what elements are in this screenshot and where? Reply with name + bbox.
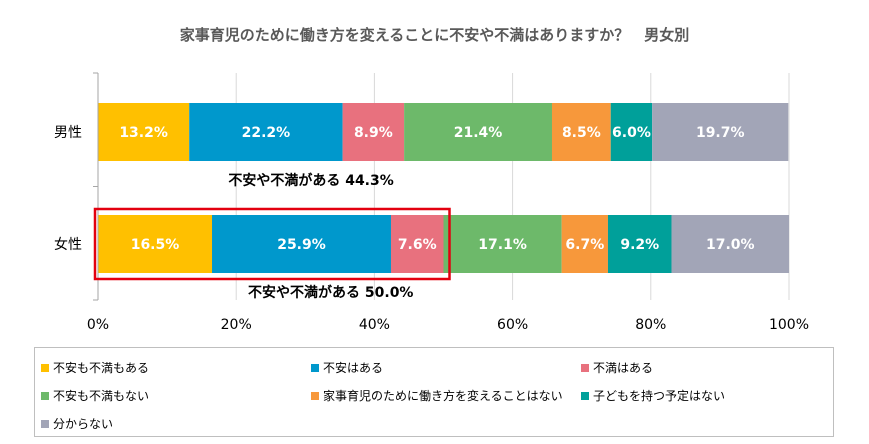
legend-label: 家事育児のために働き方を変えることはない — [323, 389, 563, 403]
data-label: 21.4% — [454, 125, 503, 141]
data-label: 25.9% — [277, 237, 326, 253]
bar-segment — [551, 103, 611, 161]
data-label: 22.2% — [242, 125, 291, 141]
bar-segment — [671, 215, 789, 273]
legend-item: 不安はある — [311, 359, 383, 376]
bar-segment — [610, 103, 653, 161]
legend-label: 分からない — [53, 417, 114, 431]
legend-swatch — [311, 363, 319, 372]
legend-label: 不満はある — [593, 361, 654, 375]
bar-segment — [212, 215, 391, 273]
legend-item: 家事育児のために働き方を変えることはない — [311, 387, 563, 404]
legend-item: 不安も不満もない — [41, 387, 149, 404]
x-tick-label: 20% — [221, 317, 252, 333]
legend-label: 不安はある — [323, 361, 384, 375]
bar-segment — [98, 215, 213, 273]
data-label: 8.9% — [354, 125, 393, 141]
legend-swatch — [41, 391, 49, 400]
category-label: 女性 — [54, 236, 82, 253]
annotation-label: 不安や不満がある 44.3% — [228, 172, 393, 189]
bar-segments — [98, 103, 789, 273]
legend-item: 不満はある — [581, 359, 653, 376]
x-tick-label: 0% — [87, 317, 109, 333]
legend-label: 子どもを持つ予定はない — [593, 389, 726, 403]
legend-item: 不安も不満もある — [41, 359, 149, 376]
legend: 不安も不満もある 不安はある 不満はある不安も不満もない 家事育児のために働き方を変え… — [34, 347, 834, 437]
data-label: 19.7% — [696, 125, 745, 141]
x-tick-label: 100% — [769, 317, 809, 333]
annotation-label: 不安や不満がある 50.0% — [248, 284, 413, 301]
bar-segment — [561, 215, 608, 273]
bar-segment — [189, 103, 343, 161]
data-label: 17.0% — [706, 237, 755, 253]
chart-title: 家事育児のために働き方を変えることに不安や不満はありますか？ 男女別 — [179, 26, 690, 44]
legend-swatch — [311, 391, 319, 400]
legend-swatch — [581, 391, 589, 400]
data-label: 8.5% — [562, 125, 601, 141]
legend-item: 分からない — [41, 415, 113, 432]
data-labels: 13.2% 22.2% 8.9% 21.4% 8.5% 6.0% 19.7% 16.5% 25.… — [119, 125, 754, 253]
bar-segment — [607, 215, 672, 273]
bar-segment — [404, 103, 552, 161]
x-tick-label: 40% — [359, 317, 390, 333]
bar-segment — [443, 215, 562, 273]
highlight-box — [93, 207, 451, 281]
data-label: 6.0% — [612, 125, 651, 141]
x-tick-label: 60% — [497, 317, 528, 333]
bar-segment — [98, 103, 190, 161]
annotations: 不安や不満がある 44.3% 不安や不満がある 50.0% — [93, 172, 451, 301]
category-label: 男性 — [54, 125, 82, 141]
bar-segment — [390, 215, 444, 273]
data-label: 17.1% — [478, 237, 527, 253]
legend-swatch — [581, 363, 589, 372]
data-label: 7.6% — [398, 237, 437, 253]
data-label: 16.5% — [131, 237, 180, 253]
x-tick-label: 80% — [635, 317, 666, 333]
data-label: 6.7% — [565, 237, 604, 253]
bar-segment — [652, 103, 789, 161]
legend-swatch — [41, 419, 49, 428]
legend-label: 不安も不満もない — [53, 389, 150, 403]
data-label: 9.2% — [620, 237, 659, 253]
legend-item: 子どもを持つ予定はない — [581, 387, 725, 404]
legend-label: 不安も不満もある — [53, 361, 150, 375]
legend-swatch — [41, 363, 49, 372]
bar-segment — [342, 103, 405, 161]
data-label: 13.2% — [119, 125, 168, 141]
